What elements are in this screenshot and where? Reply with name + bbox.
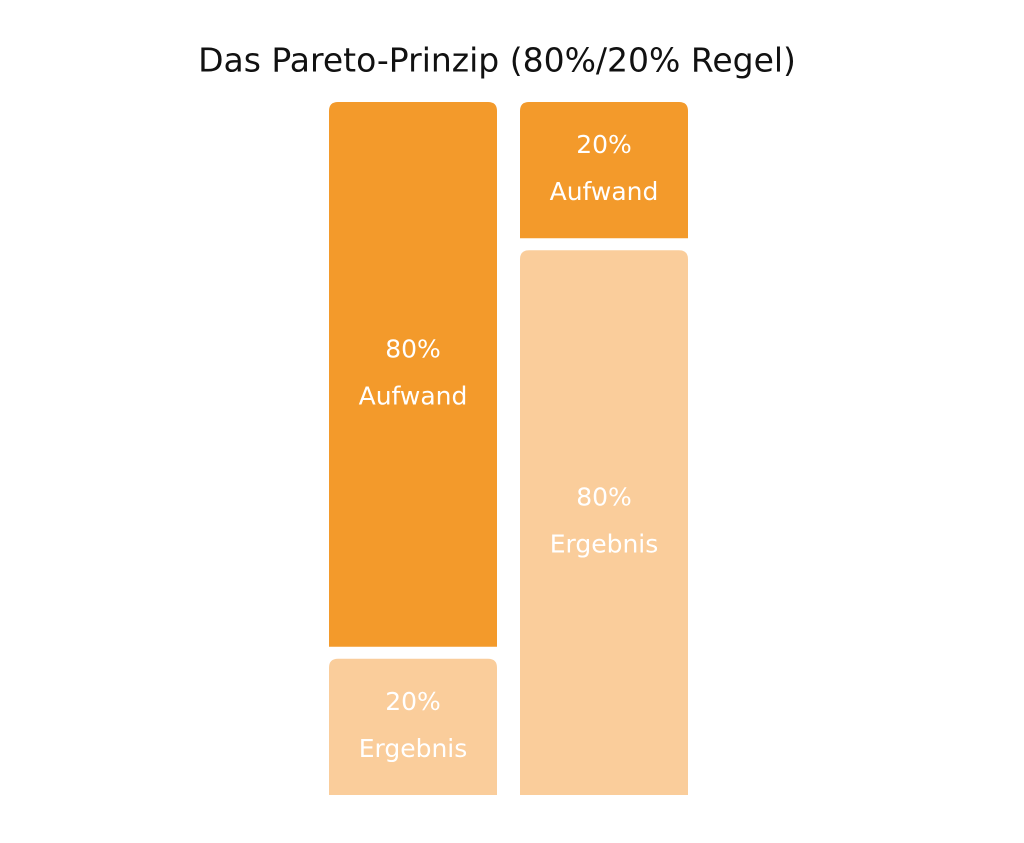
segment-name: Aufwand [550,177,659,206]
segment-name: Ergebnis [550,530,659,559]
bar-segment [520,102,688,239]
value-label: 80% [576,483,632,512]
bar-segment [329,658,497,795]
value-label: 20% [385,687,441,716]
chart-title: Das Pareto-Prinzip (80%/20% Regel) [198,41,796,80]
segment-name: Ergebnis [359,734,468,763]
bar-segment [520,250,688,795]
value-label: 80% [385,334,441,363]
value-label: 20% [576,130,632,159]
bar-segment [329,102,497,647]
segment-name: Aufwand [359,381,468,410]
